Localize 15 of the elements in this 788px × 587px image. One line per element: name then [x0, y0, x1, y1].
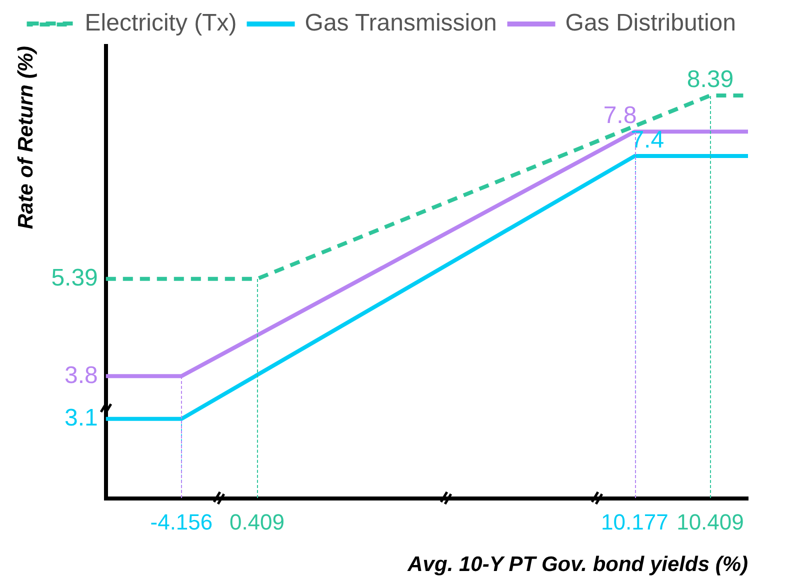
legend-label: Gas Transmission: [304, 10, 497, 37]
data-label: 7.8: [603, 102, 637, 130]
y-tick-label: 3.8: [64, 362, 98, 389]
x-axis-title: Avg. 10-Y PT Gov. bond yields (%): [406, 553, 748, 576]
y-tick-label: 3.1: [64, 404, 98, 432]
legend-label: Electricity (Tx): [84, 10, 237, 37]
data-label: 8.39: [686, 66, 734, 94]
x-tick-label: 0.409: [229, 510, 285, 535]
y-axis-title: Rate of Return (%): [14, 46, 38, 230]
x-tick-label: 10.409: [676, 510, 744, 535]
legend-label: Gas Distribution: [565, 10, 736, 37]
x-tick-label: 10.177: [601, 510, 668, 535]
data-label: 7.4: [630, 126, 664, 154]
y-tick-label: 5.39: [51, 264, 98, 292]
x-tick-label: -4.156: [150, 510, 213, 535]
